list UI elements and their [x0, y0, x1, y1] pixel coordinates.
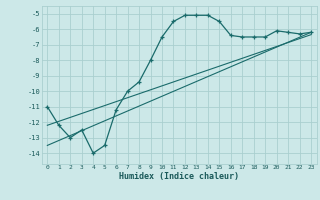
X-axis label: Humidex (Indice chaleur): Humidex (Indice chaleur)	[119, 172, 239, 181]
